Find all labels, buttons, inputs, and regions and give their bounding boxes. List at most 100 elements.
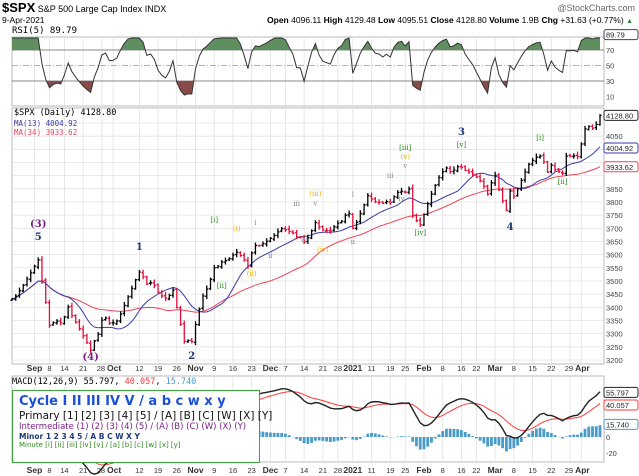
- rsi-tick-label: 30: [606, 77, 614, 86]
- volume-value: 1.9B: [521, 15, 540, 25]
- stockcharts-watermark[interactable]: @StockCharts.com: [557, 3, 635, 13]
- macd-histogram-bar: [534, 428, 538, 437]
- price-bar: [193, 321, 198, 346]
- price-bar: [377, 199, 381, 205]
- price-bar: [549, 163, 553, 174]
- macd-histogram-bar: [553, 434, 557, 437]
- price-bar: [96, 332, 100, 342]
- price-bar: [534, 153, 538, 165]
- macd-histogram-bar: [594, 426, 598, 437]
- price-bar: [467, 168, 471, 174]
- wave-label-minute: [v]: [457, 141, 467, 149]
- price-bar: [223, 257, 228, 265]
- price-bar: [59, 317, 63, 326]
- x-tick-label: 9: [212, 466, 216, 475]
- price-bar: [25, 276, 29, 287]
- macd-histogram-bar: [370, 432, 373, 437]
- price-bar: [579, 142, 583, 159]
- price-bar: [283, 226, 288, 232]
- ma13-line: [11, 146, 601, 330]
- histogram-value-tag-box: [603, 418, 639, 430]
- wave-label-minute: [ii]: [217, 282, 227, 290]
- macd-histogram-bar: [358, 437, 362, 439]
- wave-label-minute: [iv]: [414, 229, 426, 237]
- price-bar: [51, 321, 55, 326]
- ma34-label: MA(34) 3933.62: [14, 128, 78, 137]
- ma13-label: MA(13) 4004.92: [14, 119, 78, 128]
- price-bar: [474, 173, 479, 179]
- x-tick-label: Feb: [416, 363, 431, 373]
- price-bar: [373, 197, 377, 204]
- price-bar: [253, 242, 258, 255]
- wave-label-subminuette: iv: [301, 236, 307, 244]
- price-bar: [403, 190, 407, 194]
- macd-histogram-bar: [336, 437, 340, 441]
- price-bar: [384, 199, 389, 205]
- x-tick-label: 8: [512, 364, 516, 373]
- rsi-value-tag-box: [603, 29, 639, 41]
- macd-histogram-bar: [478, 437, 482, 441]
- x-tick-label: 8: [441, 364, 445, 373]
- price-bar: [527, 162, 531, 174]
- macd-histogram-bar: [587, 426, 591, 437]
- macd-histogram-bar: [422, 437, 426, 450]
- wave-label-minuette: (ii): [247, 270, 257, 278]
- x-tick-label: Sep: [27, 363, 43, 373]
- price-tick-label: 3750: [606, 211, 623, 220]
- wave-label-minor: 4: [507, 222, 514, 233]
- macd-histogram-bar: [475, 437, 478, 439]
- x-tick-label: 28: [334, 364, 342, 373]
- price-bar: [313, 220, 317, 233]
- volume-label: Volume: [489, 15, 520, 25]
- price-tick-label: 3550: [606, 264, 623, 273]
- price-bar: [478, 174, 482, 183]
- price-bar: [426, 201, 430, 216]
- rsi-overbought-fill: [12, 38, 600, 50]
- macd-histogram-bar: [467, 433, 471, 437]
- price-bar: [407, 186, 411, 195]
- chart-date: 9-Apr-2021: [2, 15, 45, 25]
- price-bar: [81, 325, 85, 339]
- ma34-value-tag: 3933.62: [606, 163, 633, 172]
- macd-histogram-bar: [519, 437, 523, 442]
- wave-label-minute: [iii]: [399, 144, 411, 152]
- price-bar: [452, 166, 456, 175]
- macd-histogram-bar: [527, 433, 531, 437]
- price-bar: [298, 235, 302, 239]
- price-bar: [463, 165, 467, 172]
- price-bar: [62, 315, 67, 325]
- macd-histogram-bar: [437, 434, 441, 437]
- macd-histogram-bar: [310, 437, 314, 443]
- x-tick-label: 29: [565, 466, 573, 475]
- macd-histogram-bar: [396, 436, 400, 437]
- price-label: $SPX (Daily) 4128.80: [14, 108, 117, 118]
- price-bar: [17, 287, 22, 298]
- price-bar: [317, 219, 321, 230]
- macd-histogram-bar: [351, 437, 355, 440]
- price-tick-label: 3650: [606, 237, 623, 246]
- macd-histogram-bar: [272, 432, 276, 437]
- price-bar: [351, 213, 355, 230]
- macd-histogram-bar: [508, 437, 512, 450]
- price-bar: [433, 184, 437, 196]
- x-tick-label: 19: [386, 466, 394, 475]
- open-label: Open: [267, 15, 289, 25]
- x-tick-label: 16: [229, 466, 237, 475]
- macd-value-tag-box: [603, 386, 639, 398]
- price-tick-label: 3400: [606, 303, 623, 312]
- price-bar: [381, 201, 385, 205]
- macd-histogram-bar: [321, 437, 325, 441]
- legend-minor: Minor 1 2 3 4 5 / A B C W X Y: [19, 432, 140, 442]
- x-tick-label: 7: [283, 466, 287, 475]
- macd-histogram-bar: [471, 436, 475, 437]
- macd-histogram-bar: [385, 436, 388, 437]
- price-bar: [197, 307, 201, 326]
- price-bar: [66, 304, 70, 319]
- price-bar: [44, 278, 48, 304]
- price-bar: [459, 163, 464, 170]
- price-bar: [448, 165, 452, 174]
- x-tick-label: Mar: [488, 465, 504, 475]
- price-bar: [36, 257, 40, 270]
- macd-histogram-bar: [572, 434, 576, 437]
- price-bar: [482, 178, 486, 189]
